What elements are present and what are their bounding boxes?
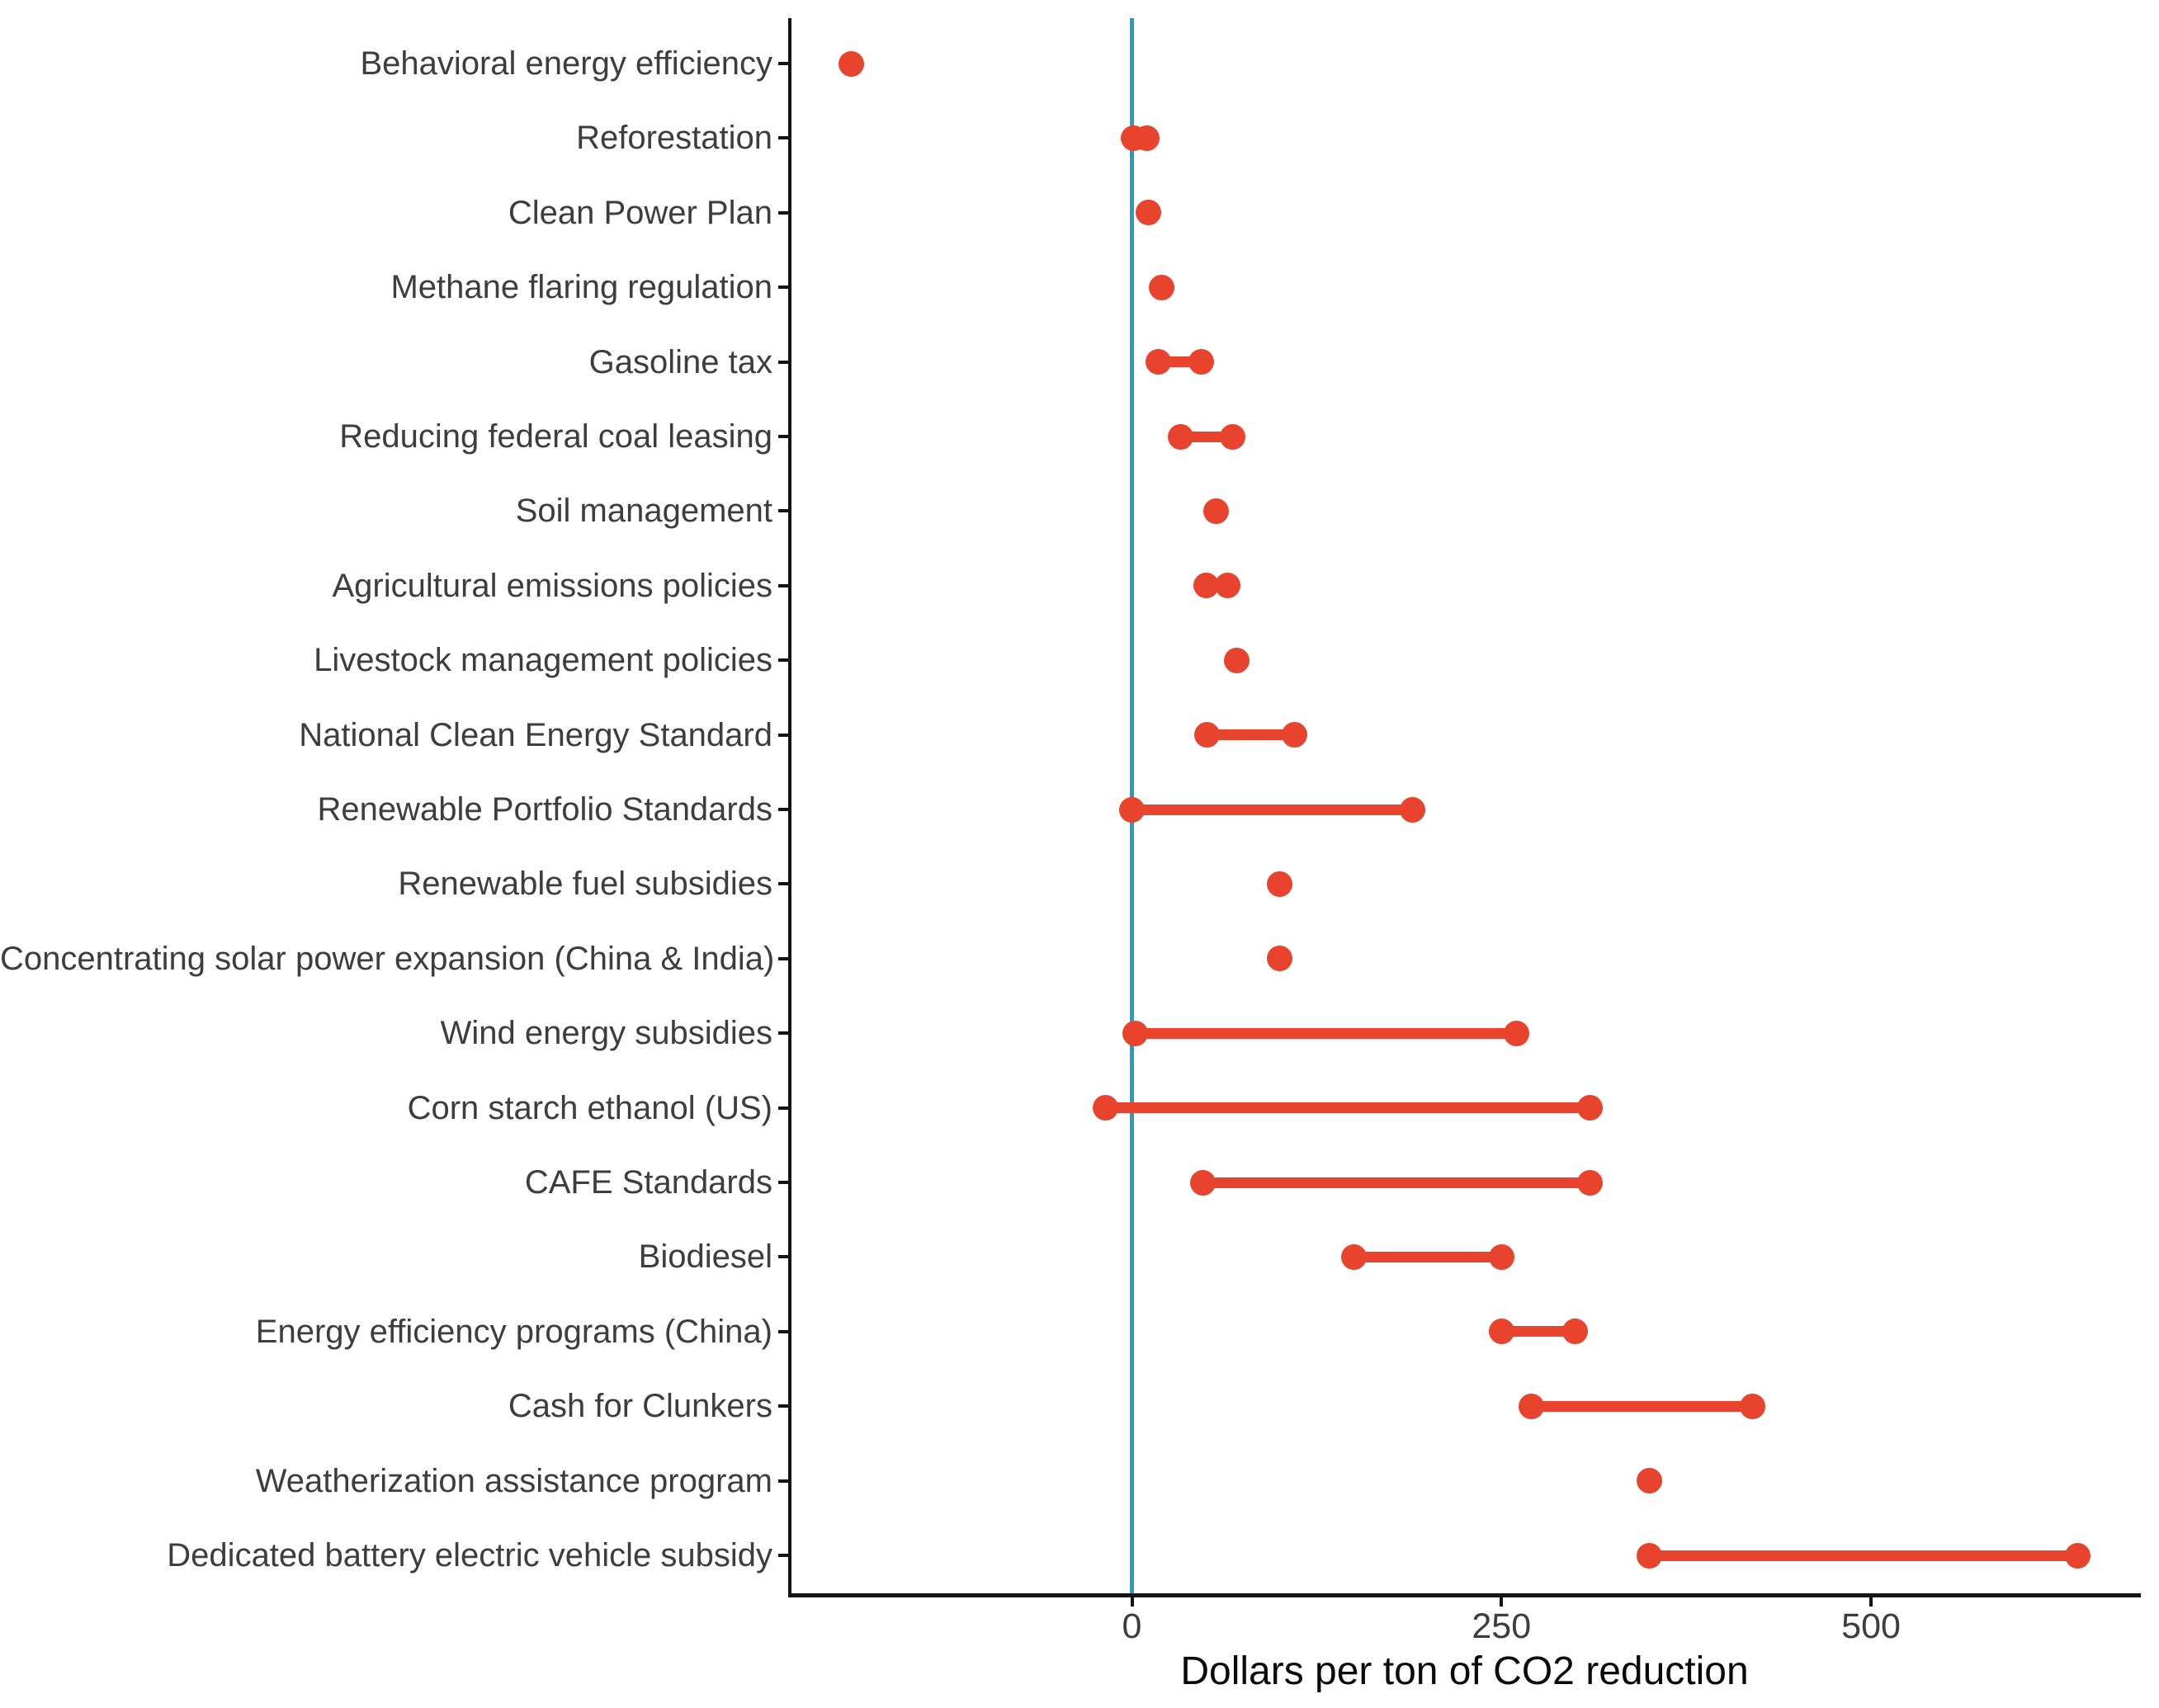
range-segment (1354, 1251, 1502, 1262)
y-tick-mark (778, 1255, 788, 1259)
category-label: Cash for Clunkers (508, 1388, 772, 1425)
data-point (1146, 349, 1172, 375)
range-segment (1531, 1400, 1753, 1412)
data-point (1188, 349, 1215, 375)
x-tick-mark (1869, 1597, 1873, 1607)
data-point (1219, 423, 1245, 450)
range-segment (1649, 1550, 2078, 1561)
data-point (1740, 1393, 1766, 1419)
y-tick-mark (778, 1181, 788, 1184)
category-label: Corn starch ethanol (US) (407, 1089, 772, 1126)
y-tick-mark (778, 1404, 788, 1408)
y-tick-mark (778, 285, 788, 290)
data-point (1122, 1020, 1148, 1046)
y-tick-mark (778, 1031, 788, 1036)
category-label: Dedicated battery electric vehicle subsi… (167, 1537, 772, 1574)
category-label: Wind energy subsidies (440, 1015, 772, 1052)
range-segment (1501, 1326, 1576, 1338)
category-label: Methane flaring regulation (390, 269, 772, 306)
range-segment (1131, 804, 1413, 815)
y-tick-mark (778, 1106, 788, 1110)
range-segment (1207, 729, 1295, 741)
category-label: Gasoline tax (588, 343, 772, 380)
data-point (2065, 1542, 2091, 1569)
data-point (838, 50, 864, 77)
category-label: Energy efficiency programs (China) (255, 1313, 772, 1350)
category-label: Renewable fuel subsidies (398, 866, 772, 903)
data-point (1135, 200, 1161, 226)
data-point (1189, 1169, 1216, 1196)
data-point (1400, 796, 1426, 823)
data-point (1636, 1542, 1662, 1569)
category-label: Livestock management policies (314, 642, 772, 679)
y-tick-mark (778, 658, 788, 663)
data-point (1203, 498, 1230, 524)
data-point (1488, 1243, 1514, 1270)
category-label: Reducing federal coal leasing (339, 418, 772, 455)
y-tick-mark (778, 1554, 788, 1557)
data-point (1133, 125, 1160, 151)
category-label: Clean Power Plan (508, 194, 772, 231)
x-axis-line (788, 1593, 2141, 1597)
category-label: CAFE Standards (524, 1164, 772, 1201)
y-tick-mark (778, 62, 788, 65)
data-point (1215, 573, 1241, 599)
range-segment (1105, 1102, 1590, 1114)
y-tick-mark (778, 583, 788, 587)
category-label: Soil management (515, 493, 772, 530)
y-tick-mark (778, 1329, 788, 1333)
data-point (1119, 796, 1146, 823)
category-label: Agricultural emissions policies (332, 567, 772, 604)
data-point (1148, 274, 1174, 300)
data-point (1488, 1319, 1514, 1345)
y-axis-line (788, 18, 791, 1597)
x-tick-label: 0 (1122, 1607, 1142, 1646)
data-point (1340, 1243, 1367, 1270)
category-label: Behavioral energy efficiency (360, 45, 772, 82)
category-label: Biodiesel (638, 1239, 772, 1276)
data-point (1518, 1393, 1544, 1419)
y-tick-mark (778, 956, 788, 960)
x-tick-mark (1130, 1597, 1134, 1607)
x-tick-mark (1500, 1597, 1504, 1607)
range-segment (1180, 431, 1233, 442)
category-label: Renewable Portfolio Standards (317, 791, 772, 828)
data-point (1503, 1020, 1529, 1046)
data-point (1092, 1095, 1118, 1121)
y-tick-mark (778, 509, 788, 513)
data-point (1267, 871, 1293, 897)
y-tick-mark (778, 733, 788, 737)
x-axis-title: Dollars per ton of CO2 reduction (1180, 1649, 1749, 1693)
category-label: Weatherization assistance program (255, 1462, 772, 1499)
data-point (1577, 1169, 1604, 1196)
category-label: Concentrating solar power expansion (Chi… (0, 940, 775, 977)
range-segment (1135, 1027, 1517, 1039)
data-point (1282, 722, 1308, 748)
y-tick-mark (778, 360, 788, 364)
y-tick-mark (778, 882, 788, 886)
x-tick-label: 250 (1472, 1607, 1532, 1646)
data-point (1562, 1319, 1589, 1345)
x-tick-label: 500 (1841, 1607, 1901, 1646)
y-tick-mark (778, 210, 788, 215)
y-tick-mark (778, 808, 788, 811)
data-point (1194, 722, 1221, 748)
data-point (1636, 1468, 1662, 1494)
data-point (1168, 423, 1194, 450)
y-tick-mark (778, 435, 788, 438)
data-point (1224, 647, 1250, 673)
category-label: National Clean Energy Standard (299, 716, 772, 753)
range-segment (1202, 1177, 1590, 1188)
y-tick-mark (778, 1479, 788, 1483)
category-label: Reforestation (576, 120, 772, 157)
y-tick-mark (778, 136, 788, 140)
data-point (1193, 573, 1219, 599)
data-point (1267, 946, 1293, 972)
data-point (1577, 1095, 1604, 1121)
